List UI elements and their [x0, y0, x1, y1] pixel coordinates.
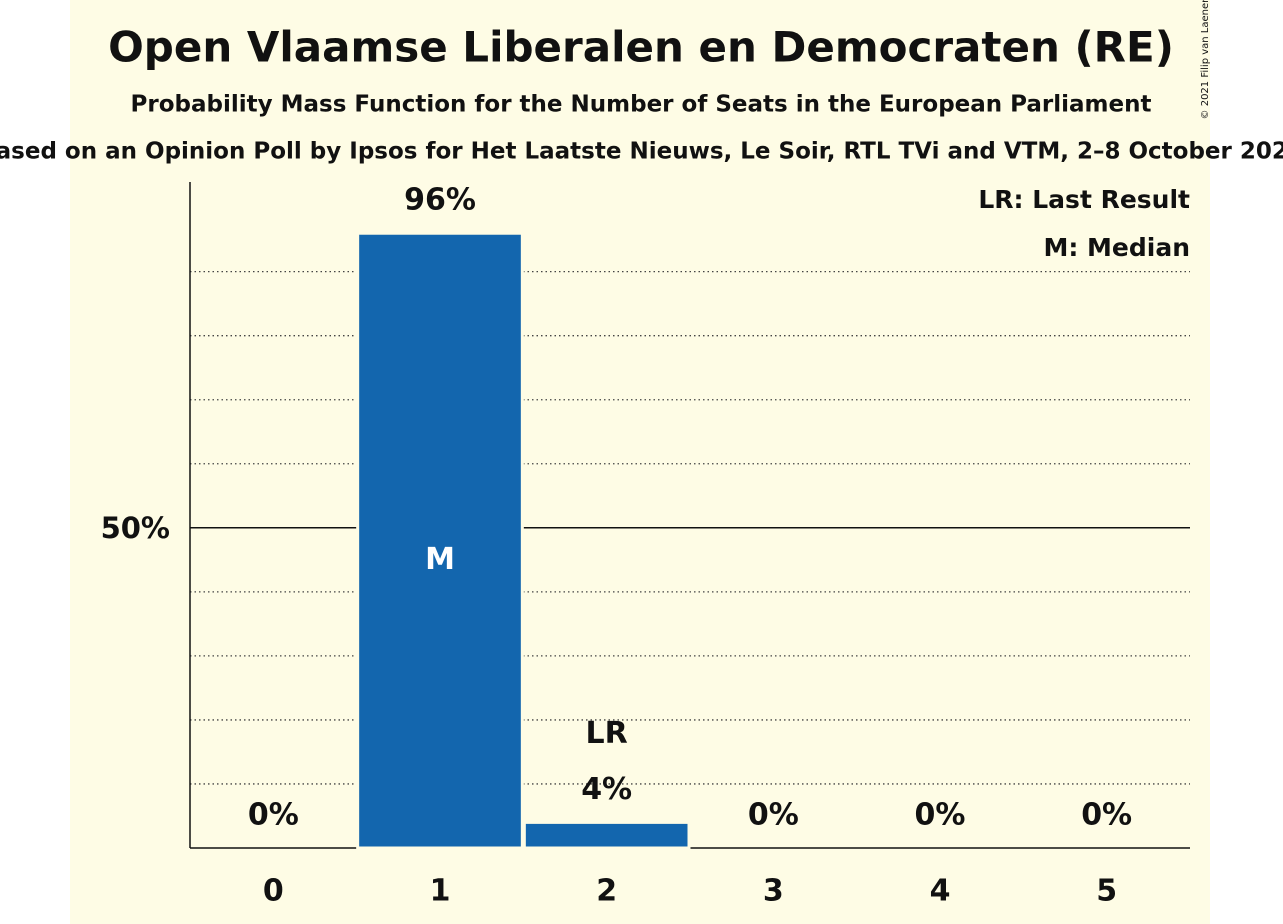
bar: [522, 820, 691, 850]
value-label: 0%: [248, 798, 299, 833]
chart-source: Based on an Opinion Poll by Ipsos for He…: [0, 139, 1283, 165]
legend-entry: M: Median: [1043, 233, 1190, 262]
x-tick-label: 3: [763, 874, 784, 909]
x-tick-label: 5: [1096, 874, 1117, 909]
y-tick-label: 50%: [101, 511, 170, 545]
x-tick-label: 2: [596, 874, 617, 909]
value-label: 4%: [581, 772, 632, 807]
x-tick-label: 4: [930, 874, 951, 909]
value-label: 0%: [1081, 798, 1132, 833]
median-marker: M: [425, 542, 455, 577]
chart-title: Open Vlaamse Liberalen en Democraten (RE…: [108, 23, 1174, 72]
bar: [356, 231, 524, 850]
x-tick-label: 1: [430, 874, 451, 909]
value-label: 0%: [915, 798, 966, 833]
x-tick-label: 0: [263, 874, 284, 909]
legend-entry: LR: Last Result: [978, 185, 1190, 214]
value-label: 0%: [748, 798, 799, 833]
chart-subtitle: Probability Mass Function for the Number…: [131, 92, 1152, 118]
last-result-marker: LR: [586, 716, 628, 751]
value-label: 96%: [404, 183, 476, 218]
credit: © 2021 Filip van Laenen: [1200, 0, 1211, 119]
background: [70, 0, 1210, 924]
